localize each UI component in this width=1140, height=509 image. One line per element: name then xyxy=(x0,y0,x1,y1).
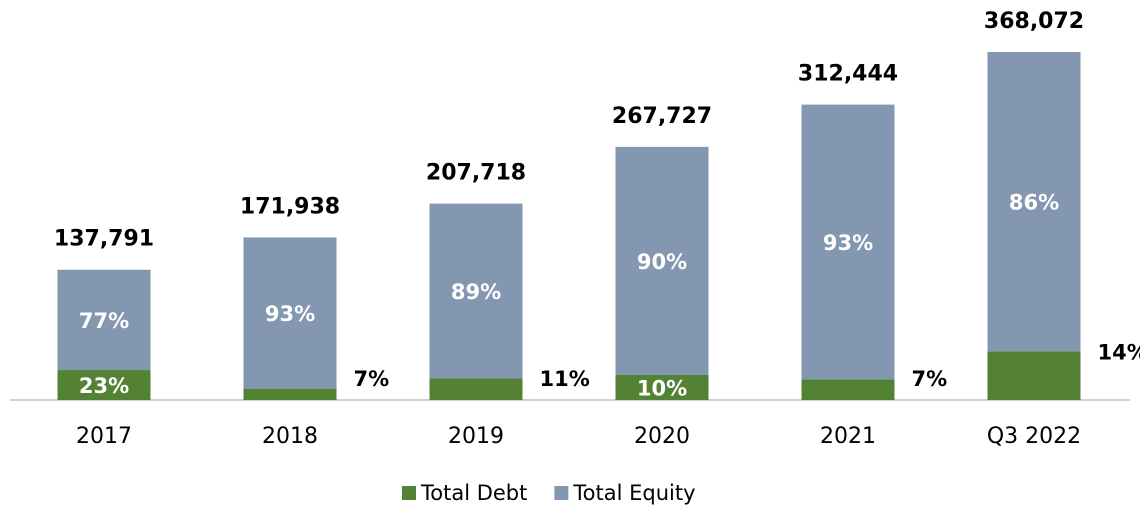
data-label: 7% xyxy=(912,367,948,391)
data-label: 90% xyxy=(637,250,687,274)
bar-segment xyxy=(987,351,1081,400)
legend-label: Total Debt xyxy=(420,481,527,505)
data-label: 86% xyxy=(1009,191,1059,215)
total-label: 312,444 xyxy=(798,62,898,87)
bar-segment xyxy=(57,370,151,400)
x-tick-label: 2020 xyxy=(634,424,690,449)
data-label: 23% xyxy=(79,374,129,398)
data-label: 89% xyxy=(451,280,501,304)
x-tick-label: 2019 xyxy=(448,424,504,449)
total-label: 267,727 xyxy=(612,104,712,129)
total-label: 207,718 xyxy=(426,161,526,186)
x-tick-label: 2021 xyxy=(820,424,876,449)
data-label: 10% xyxy=(637,376,687,400)
bar-segment xyxy=(987,52,1081,352)
bar-segment xyxy=(801,379,895,400)
data-label: 7% xyxy=(354,367,390,391)
data-label: 14% xyxy=(1098,340,1140,364)
bar-segment xyxy=(615,374,709,400)
legend-swatch xyxy=(554,486,569,500)
data-label: 93% xyxy=(823,231,873,255)
bar-segment xyxy=(57,269,151,371)
total-label: 368,072 xyxy=(984,9,1084,34)
x-tick-label: Q3 2022 xyxy=(987,424,1081,449)
data-label: 77% xyxy=(79,309,129,333)
total-label: 137,791 xyxy=(54,227,154,252)
bar-segment xyxy=(243,388,337,400)
x-tick-label: 2017 xyxy=(76,424,132,449)
data-label: 93% xyxy=(265,302,315,326)
bar-segment xyxy=(801,104,895,380)
bar-segment xyxy=(243,237,337,389)
bar-segment xyxy=(615,146,709,375)
legend-label: Total Equity xyxy=(572,481,695,505)
x-tick-label: 2018 xyxy=(262,424,318,449)
total-label: 171,938 xyxy=(240,194,340,219)
bar-segment xyxy=(429,203,523,379)
bar-segment xyxy=(429,378,523,400)
legend-swatch xyxy=(402,486,416,500)
data-label: 11% xyxy=(540,367,590,391)
